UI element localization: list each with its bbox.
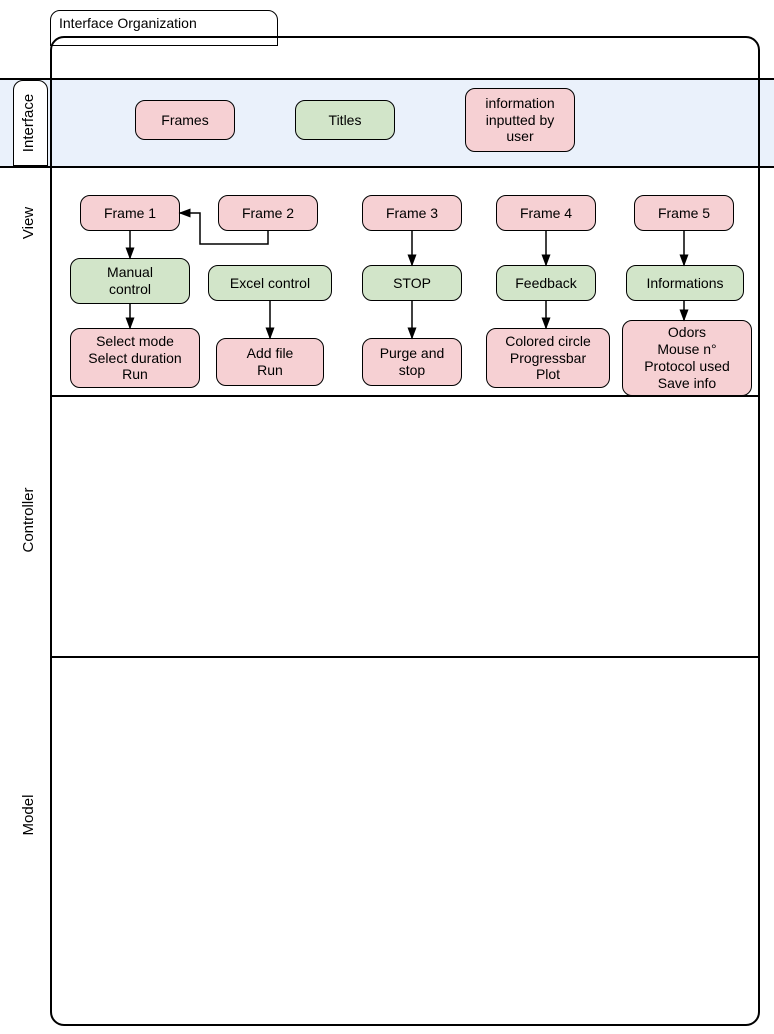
- diagram-stage: Interface OrganizationInterfaceViewContr…: [0, 0, 774, 1034]
- col4-title: Feedback: [496, 265, 596, 301]
- col3-frame: Frame 3: [362, 195, 462, 231]
- row-separator-1: [50, 656, 760, 658]
- col4-detail: Colored circle Progressbar Plot: [486, 328, 610, 388]
- row-label-controller: Controller: [20, 470, 40, 570]
- col2-title: Excel control: [208, 265, 332, 301]
- col3-title: STOP: [362, 265, 462, 301]
- row-label-model: Model: [20, 765, 40, 865]
- col5-frame: Frame 5: [634, 195, 734, 231]
- legend-info: information inputted by user: [465, 88, 575, 152]
- col1-title: Manual control: [70, 258, 190, 304]
- col5-detail: Odors Mouse n° Protocol used Save info: [622, 320, 752, 396]
- col4-frame: Frame 4: [496, 195, 596, 231]
- legend-frames: Frames: [135, 100, 235, 140]
- col1-detail: Select mode Select duration Run: [70, 328, 200, 388]
- col5-title: Informations: [626, 265, 744, 301]
- col2-detail: Add file Run: [216, 338, 324, 386]
- col2-frame: Frame 2: [218, 195, 318, 231]
- row-label-view: View: [20, 173, 40, 273]
- legend-titles: Titles: [295, 100, 395, 140]
- main-container: [50, 36, 760, 1026]
- row-label-interface: Interface: [20, 73, 40, 173]
- col3-detail: Purge and stop: [362, 338, 462, 386]
- col1-frame: Frame 1: [80, 195, 180, 231]
